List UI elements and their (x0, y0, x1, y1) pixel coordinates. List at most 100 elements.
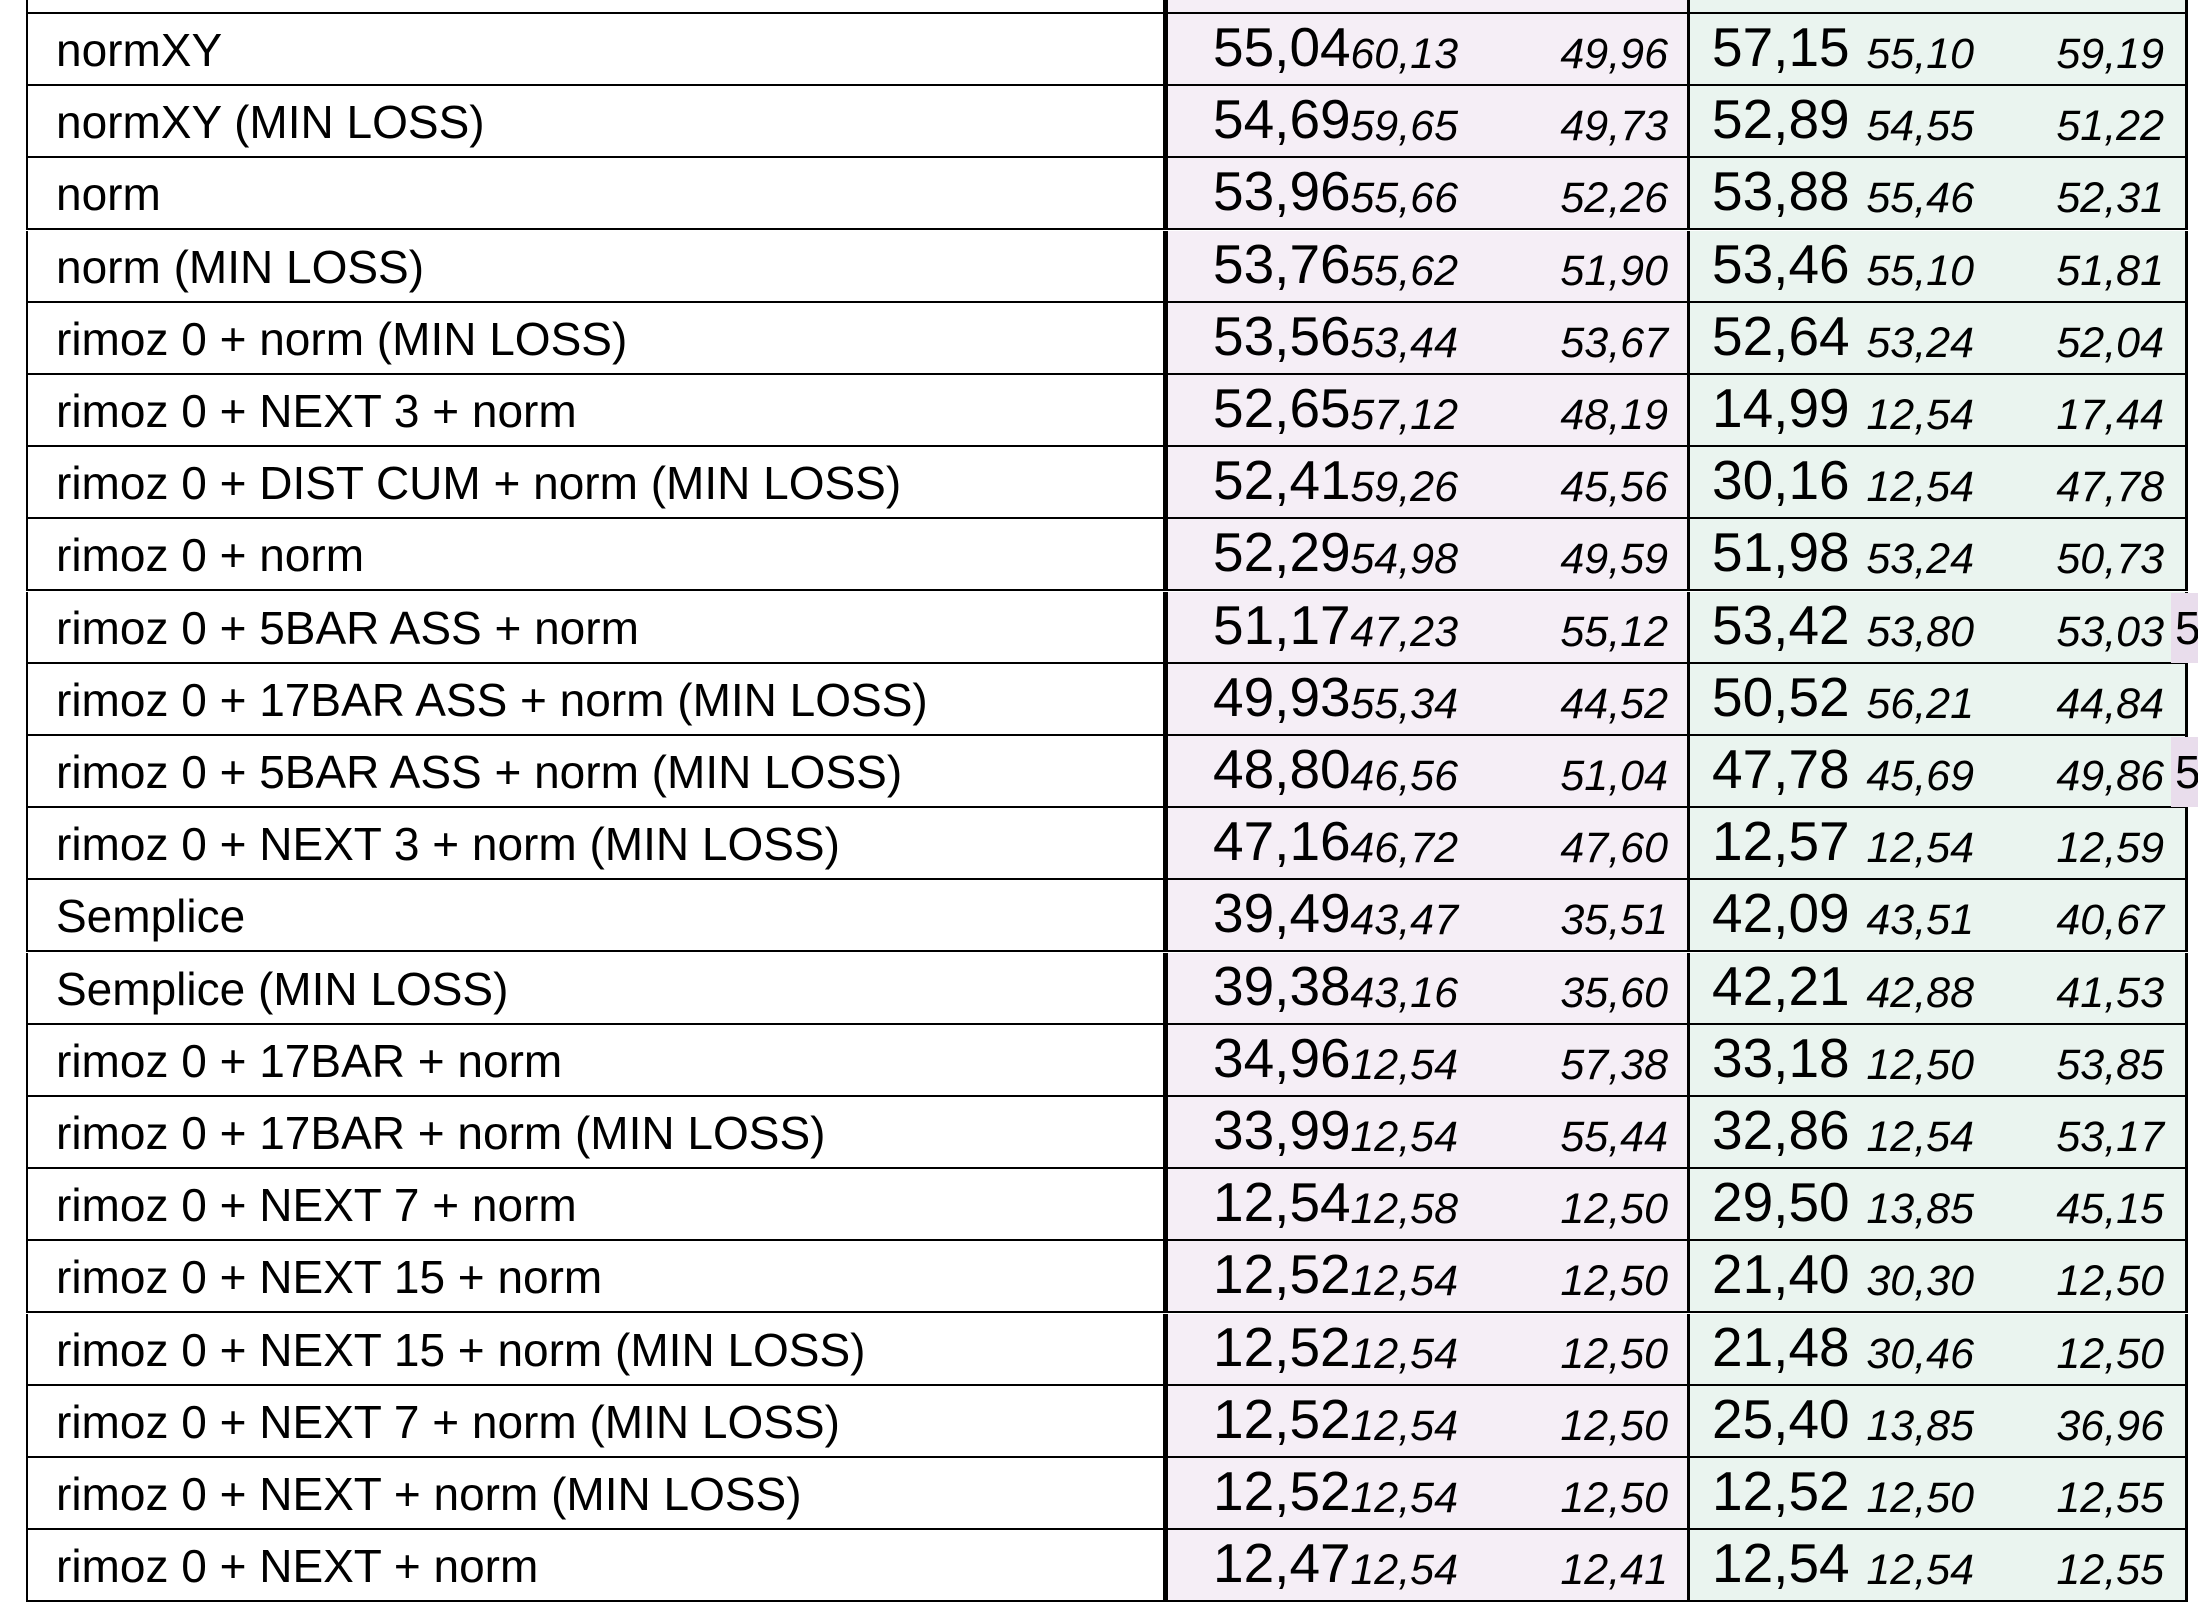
group-b-value: 32,86 (1712, 1099, 1850, 1161)
group-a-sub-2: 44,52 (1560, 680, 1668, 728)
group-b-value: 52,89 (1712, 88, 1850, 150)
group-a-value: 48,80 (1213, 738, 1351, 800)
header-name-cell (26, 0, 1165, 14)
group-b-value: 50,52 (1712, 666, 1850, 728)
group-b-value: 21,40 (1712, 1243, 1850, 1305)
group-b-sub-1: 53,24 (1866, 319, 1974, 367)
group-a-sub-2: 51,04 (1560, 752, 1668, 800)
group-b-cells: 25,40 13,85 36,96 (1690, 1386, 2188, 1458)
group-b-cells: 21,48 30,46 12,50 (1690, 1314, 2188, 1386)
group-b-cells: 29,50 13,85 45,15 (1690, 1169, 2188, 1241)
group-b-cells: 32,86 12,54 53,17 (1690, 1097, 2188, 1169)
group-b-sub-1: 55,10 (1866, 247, 1974, 295)
group-a-cells: 52,29 54,98 49,59 (1165, 519, 1690, 591)
group-a-value: 12,52 (1213, 1316, 1351, 1378)
group-a-sub-1: 12,58 (1350, 1185, 1458, 1233)
group-a-cells: 49,93 55,34 44,52 (1165, 664, 1690, 736)
row-label: rimoz 0 + DIST CUM + norm (MIN LOSS) (26, 447, 1165, 519)
group-b-cells: 21,40 30,30 12,50 (1690, 1241, 2188, 1313)
group-a-sub-1: 57,12 (1350, 391, 1458, 439)
group-a-value: 39,38 (1213, 955, 1351, 1017)
group-a-cells: 47,16 46,72 47,60 (1165, 808, 1690, 880)
group-a-value: 53,96 (1213, 160, 1351, 222)
group-b-cells: 33,18 12,50 53,85 (1690, 1025, 2188, 1097)
row-label: norm (26, 158, 1165, 230)
group-b-sub-1: 12,54 (1866, 391, 1974, 439)
group-a-sub-2: 47,60 (1560, 824, 1668, 872)
group-a-sub-1: 47,23 (1350, 608, 1458, 656)
group-a-sub-2: 53,67 (1560, 319, 1668, 367)
group-b-value: 30,16 (1712, 449, 1850, 511)
group-a-sub-1: 60,13 (1350, 30, 1458, 78)
group-a-sub-1: 12,54 (1350, 1041, 1458, 1089)
group-b-value: 29,50 (1712, 1171, 1850, 1233)
group-a-sub-2: 35,51 (1560, 896, 1668, 944)
group-a-sub-1: 12,54 (1350, 1546, 1458, 1594)
group-b-value: 33,18 (1712, 1027, 1850, 1089)
group-a-value: 49,93 (1213, 666, 1351, 728)
group-b-cells: 12,57 12,54 12,59 (1690, 808, 2188, 880)
group-a-value: 12,52 (1213, 1460, 1351, 1522)
group-b-cells: 52,64 53,24 52,04 (1690, 303, 2188, 375)
row-label: rimoz 0 + 17BAR + norm (MIN LOSS) (26, 1097, 1165, 1169)
group-a-value: 33,99 (1213, 1099, 1351, 1161)
group-b-sub-1: 12,54 (1866, 1546, 1974, 1594)
group-b-sub-1: 12,50 (1866, 1474, 1974, 1522)
group-b-value: 47,78 (1712, 738, 1850, 800)
row-label: rimoz 0 + NEXT 15 + norm (26, 1241, 1165, 1313)
group-b-sub-1: 42,88 (1866, 969, 1974, 1017)
group-a-sub-1: 12,54 (1350, 1402, 1458, 1450)
group-a-value: 51,17 (1213, 594, 1351, 656)
group-a-value: 55,04 (1213, 16, 1351, 78)
row-label: rimoz 0 + 5BAR ASS + norm (26, 592, 1165, 664)
group-b-sub-1: 12,54 (1866, 1113, 1974, 1161)
group-a-sub-2: 12,50 (1560, 1402, 1668, 1450)
row-label: rimoz 0 + NEXT 15 + norm (MIN LOSS) (26, 1314, 1165, 1386)
row-label: Semplice (MIN LOSS) (26, 953, 1165, 1025)
group-b-cells: 53,42 53,80 53,03 (1690, 592, 2188, 664)
group-b-value: 51,98 (1712, 521, 1850, 583)
group-a-sub-1: 55,34 (1350, 680, 1458, 728)
group-b-sub-2: 52,04 (2056, 319, 2164, 367)
group-a-sub-2: 52,26 (1560, 174, 1668, 222)
group-b-sub-1: 12,54 (1866, 463, 1974, 511)
group-a-value: 34,96 (1213, 1027, 1351, 1089)
group-a-sub-1: 46,56 (1350, 752, 1458, 800)
group-b-sub-2: 51,22 (2056, 102, 2164, 150)
group-b-sub-2: 41,53 (2056, 969, 2164, 1017)
group-b-cells: 50,52 56,21 44,84 (1690, 664, 2188, 736)
group-a-sub-2: 49,59 (1560, 535, 1668, 583)
group-a-sub-1: 55,66 (1350, 174, 1458, 222)
group-a-cells: 34,96 12,54 57,38 (1165, 1025, 1690, 1097)
group-b-sub-2: 47,78 (2056, 463, 2164, 511)
group-a-cells: 51,17 47,23 55,12 (1165, 592, 1690, 664)
group-a-sub-1: 12,54 (1350, 1257, 1458, 1305)
group-a-sub-2: 12,41 (1560, 1546, 1668, 1594)
group-a-cells: 52,41 59,26 45,56 (1165, 447, 1690, 519)
group-a-sub-2: 12,50 (1560, 1257, 1668, 1305)
group-b-value: 42,09 (1712, 882, 1850, 944)
group-a-value: 52,29 (1213, 521, 1351, 583)
group-b-sub-1: 30,46 (1866, 1330, 1974, 1378)
group-b-cells: 47,78 45,69 49,86 (1690, 736, 2188, 808)
group-b-sub-1: 30,30 (1866, 1257, 1974, 1305)
group-b-sub-1: 53,24 (1866, 535, 1974, 583)
group-b-value: 53,88 (1712, 160, 1850, 222)
row-label: rimoz 0 + norm (26, 519, 1165, 591)
group-a-sub-1: 12,54 (1350, 1474, 1458, 1522)
group-b-sub-2: 12,50 (2056, 1330, 2164, 1378)
header-group-a-cell (1165, 0, 1690, 14)
group-a-value: 39,49 (1213, 882, 1351, 944)
row-label: normXY (26, 14, 1165, 86)
group-a-cells: 55,04 60,13 49,96 (1165, 14, 1690, 86)
group-a-sub-2: 55,12 (1560, 608, 1668, 656)
row-label: norm (MIN LOSS) (26, 231, 1165, 303)
group-b-cells: 53,88 55,46 52,31 (1690, 158, 2188, 230)
group-b-sub-1: 13,85 (1866, 1402, 1974, 1450)
group-b-cells: 57,15 55,10 59,19 (1690, 14, 2188, 86)
group-b-cells: 42,21 42,88 41,53 (1690, 953, 2188, 1025)
row-label: rimoz 0 + NEXT + norm (MIN LOSS) (26, 1458, 1165, 1530)
group-a-cells: 39,38 43,16 35,60 (1165, 953, 1690, 1025)
group-a-cells: 12,52 12,54 12,50 (1165, 1314, 1690, 1386)
group-a-value: 47,16 (1213, 810, 1351, 872)
